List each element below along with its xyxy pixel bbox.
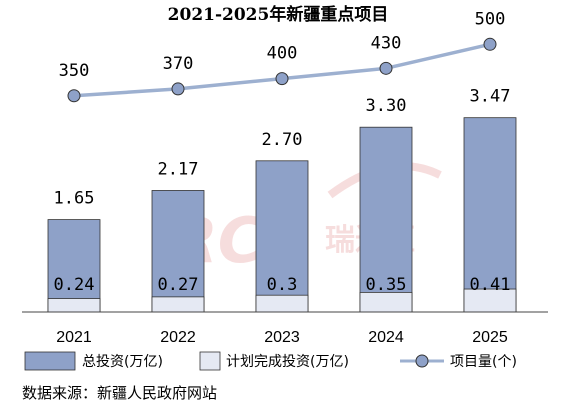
tick-label-2024: 2024 xyxy=(368,329,404,346)
label-count-2024: 430 xyxy=(371,33,402,53)
bar-total-2025 xyxy=(463,117,517,313)
label-count-2021: 350 xyxy=(59,61,90,81)
bar-plan-2024 xyxy=(359,291,413,313)
legend-label-count: 项目量(个) xyxy=(450,354,517,370)
bar-total-2023 xyxy=(255,160,309,313)
legend: 总投资(万亿) 计划完成投资(万亿) 项目量(个) xyxy=(24,351,517,371)
legend-label-total: 总投资(万亿) xyxy=(82,354,163,370)
tick-label-2021: 2021 xyxy=(56,329,92,346)
label-plan-2021: 0.24 xyxy=(54,275,95,295)
label-count-2025: 500 xyxy=(475,9,506,29)
legend-swatch-plan xyxy=(199,351,221,371)
label-total-2022: 2.17 xyxy=(158,159,199,179)
marker-count-2024 xyxy=(379,61,393,75)
tick-label-2022: 2022 xyxy=(160,329,196,346)
marker-count-2022 xyxy=(171,82,185,96)
legend-marker-sample xyxy=(415,354,429,368)
marker-count-2023 xyxy=(275,72,289,86)
legend-swatch-total xyxy=(24,351,76,371)
label-count-2022: 370 xyxy=(163,54,194,74)
bar-plan-2022 xyxy=(151,296,205,313)
label-total-2025: 3.47 xyxy=(470,87,511,107)
source-note: 数据来源：新疆人民政府网站 xyxy=(22,384,217,402)
label-plan-2025: 0.41 xyxy=(470,275,511,295)
tick-label-2025: 2025 xyxy=(472,329,508,346)
label-plan-2024: 0.35 xyxy=(366,275,407,295)
tick-label-2023: 2023 xyxy=(264,329,300,346)
label-total-2024: 3.30 xyxy=(366,96,407,116)
label-plan-2022: 0.27 xyxy=(158,275,199,295)
label-count-2023: 400 xyxy=(267,44,298,64)
label-total-2023: 2.70 xyxy=(262,130,303,150)
label-plan-2023: 0.3 xyxy=(267,275,298,295)
bar-total-2024 xyxy=(359,126,413,313)
bar-plan-2023 xyxy=(255,294,309,313)
legend-label-plan: 计划完成投资(万亿) xyxy=(226,354,349,370)
marker-count-2025 xyxy=(483,37,497,51)
bar-plan-2021 xyxy=(47,298,101,313)
marker-count-2021 xyxy=(67,89,81,103)
chart-title: 2021-2025年新疆重点项目 xyxy=(168,4,389,25)
bar-total-2021 xyxy=(47,219,101,313)
label-total-2021: 1.65 xyxy=(54,189,95,209)
